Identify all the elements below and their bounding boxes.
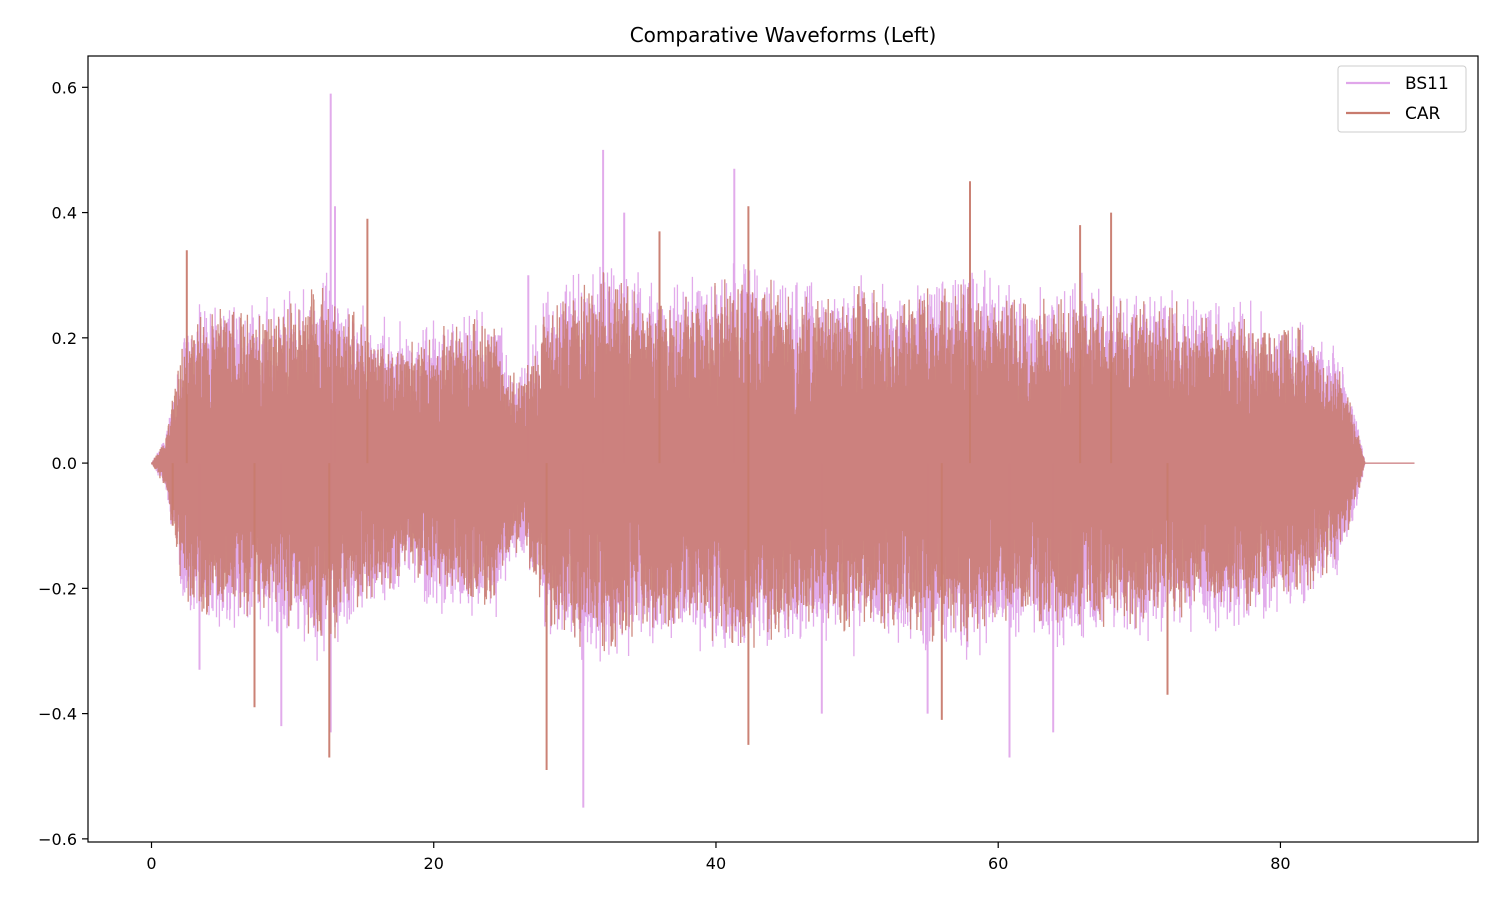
y-axis: 0.6 0.4 0.2 0.0 −0.2 −0.4 −0.6 [38, 78, 88, 849]
y-tick-label: −0.6 [38, 830, 77, 849]
series-line-car [150, 272, 1415, 652]
y-tick-label: 0.4 [52, 204, 77, 223]
x-tick-label: 40 [706, 854, 726, 873]
legend: BS11 CAR [1337, 65, 1467, 133]
y-tick-label: 0.6 [52, 78, 77, 97]
legend-label-bs11: BS11 [1405, 74, 1449, 94]
series-layer [150, 93, 1415, 808]
x-tick-label: 60 [988, 854, 1008, 873]
plot-frame [87, 55, 1479, 843]
x-tick-label: 0 [146, 854, 156, 873]
legend-label-car: CAR [1405, 104, 1440, 124]
chart-title: Comparative Waveforms (Left) [630, 23, 937, 47]
series-car [150, 181, 1415, 770]
y-tick-label: 0.0 [52, 454, 77, 473]
x-tick-label: 20 [424, 854, 444, 873]
y-tick-label: −0.4 [38, 705, 77, 724]
x-axis: 0 20 40 60 80 [146, 842, 1291, 873]
y-tick-label: −0.2 [38, 579, 77, 598]
x-tick-label: 80 [1270, 854, 1290, 873]
y-tick-label: 0.2 [52, 329, 77, 348]
